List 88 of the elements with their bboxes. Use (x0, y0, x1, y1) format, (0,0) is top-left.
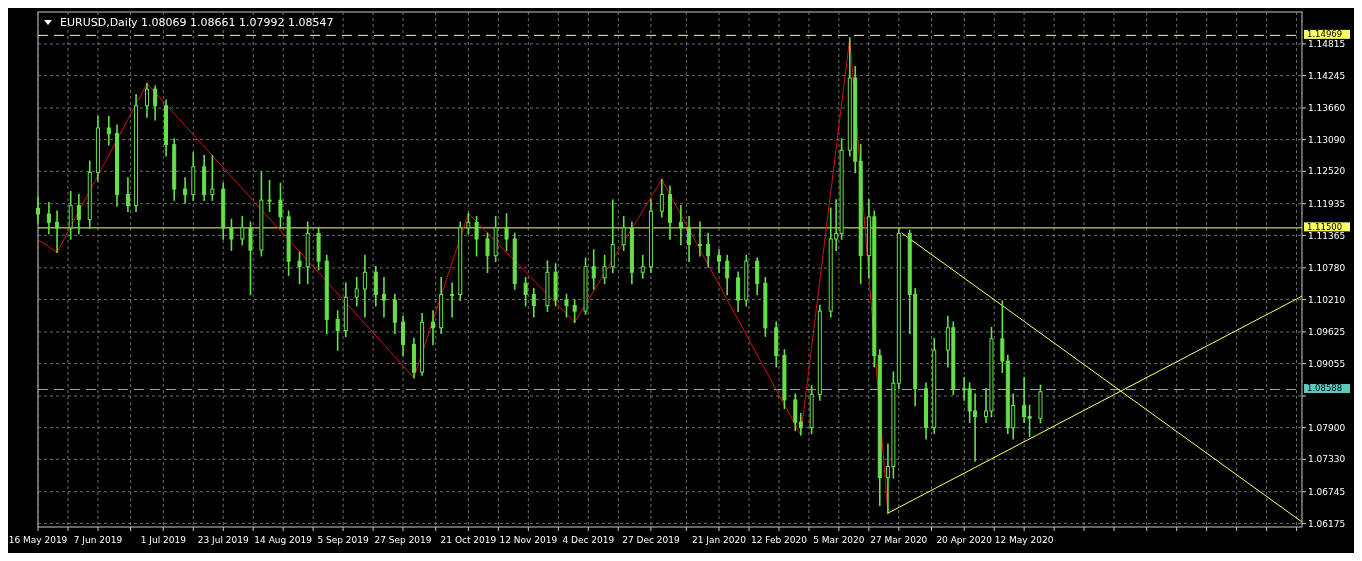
x-tick-label: 1 Jul 2019 (140, 535, 187, 545)
x-tick-label: 7 Jun 2019 (73, 535, 123, 545)
candlestick (793, 393, 798, 432)
x-tick-label: 16 May 2019 (8, 535, 68, 545)
candlestick (248, 221, 253, 296)
candlestick (278, 182, 283, 229)
x-tick-label: 20 Apr 2020 (936, 535, 993, 545)
candlestick (373, 265, 378, 307)
candlestick (362, 254, 367, 318)
candlestick (466, 212, 471, 235)
x-tick-label: 23 Jul 2019 (197, 535, 249, 545)
y-tick-label: 1.07330 (1308, 454, 1346, 465)
y-tick-label: 1.13090 (1308, 134, 1346, 145)
candlestick (706, 232, 711, 268)
candlestick (335, 310, 340, 351)
candlestick (678, 204, 683, 246)
y-tick-label: 1.09625 (1308, 327, 1346, 338)
candlestick (267, 179, 272, 213)
candlestick (504, 213, 509, 251)
x-tick-label: 12 Nov 2019 (499, 535, 558, 545)
candlestick (485, 232, 490, 274)
candlestick (55, 210, 60, 254)
ref-line-label: 1.11500 (1307, 221, 1343, 232)
y-tick-label: 1.06745 (1308, 486, 1346, 497)
candlestick (1000, 300, 1005, 373)
candlestick (602, 254, 607, 285)
candlestick (381, 277, 386, 318)
x-tick-label: 5 Mar 2020 (813, 535, 865, 545)
candlestick (125, 177, 130, 213)
y-tick-label: 1.11935 (1308, 198, 1346, 209)
candlestick (717, 249, 722, 274)
x-tick-label: 21 Oct 2019 (440, 535, 497, 545)
candlestick (531, 288, 536, 318)
candlestick (229, 218, 234, 251)
candlestick (564, 293, 569, 318)
candlestick (962, 376, 967, 401)
candlestick (725, 254, 730, 296)
y-tick-label: 1.11365 (1308, 230, 1346, 241)
y-tick-label: 1.07900 (1308, 422, 1346, 433)
x-tick-label: 12 May 2020 (994, 535, 1054, 545)
candlestick (354, 277, 359, 307)
x-tick-label: 27 Dec 2019 (622, 535, 680, 545)
candlestick (240, 215, 245, 246)
candlestick (153, 85, 158, 121)
y-tick-label: 1.14245 (1308, 70, 1346, 81)
x-tick-label: 4 Dec 2019 (562, 535, 615, 545)
candlestick (659, 178, 664, 218)
candlestick (106, 116, 111, 146)
chart-title: EURUSD,Daily 1.08069 1.08661 1.07992 1.08547 (60, 16, 334, 29)
candlestick (76, 193, 81, 235)
y-tick-label: 1.14815 (1308, 39, 1346, 50)
candlestick (401, 315, 406, 357)
candlestick (431, 310, 435, 346)
candlestick (523, 277, 528, 307)
candlestick (183, 177, 188, 204)
candlestick (144, 82, 149, 118)
candlestick (572, 299, 577, 324)
x-tick-label: 27 Mar 2020 (870, 535, 928, 545)
y-tick-label: 1.13660 (1308, 103, 1346, 114)
candlestick (36, 196, 40, 224)
y-tick-label: 1.06175 (1308, 518, 1346, 529)
x-tick-label: 21 Jan 2020 (692, 535, 747, 545)
candlestick (687, 215, 692, 262)
candlestick (210, 154, 215, 201)
y-tick-label: 1.09055 (1308, 358, 1346, 369)
candlestick (591, 249, 596, 290)
candlestick (392, 293, 397, 335)
candlestick (610, 199, 615, 274)
x-tick-label: 12 Feb 2020 (750, 535, 808, 545)
candlestick (621, 215, 626, 251)
candlestick (755, 257, 760, 296)
ref-line-label: 1.14969 (1307, 29, 1343, 40)
candlestick (68, 191, 73, 240)
x-tick-label: 5 Sep 2019 (317, 535, 370, 545)
ref-line-label: 1.08588 (1307, 383, 1343, 394)
candlestick (474, 215, 479, 257)
candlestick (697, 221, 702, 257)
y-tick-label: 1.10780 (1308, 262, 1346, 273)
y-tick-label: 1.12520 (1308, 166, 1346, 177)
candlestick (736, 271, 741, 312)
candlestick (450, 282, 455, 318)
candlestick (640, 254, 645, 279)
x-tick-label: 14 Aug 2019 (254, 535, 313, 545)
candlestick (297, 252, 302, 285)
x-tick-label: 27 Sep 2019 (374, 535, 432, 545)
candlestick (798, 412, 803, 436)
y-tick-label: 1.10210 (1308, 294, 1346, 305)
candlestick (46, 202, 51, 235)
